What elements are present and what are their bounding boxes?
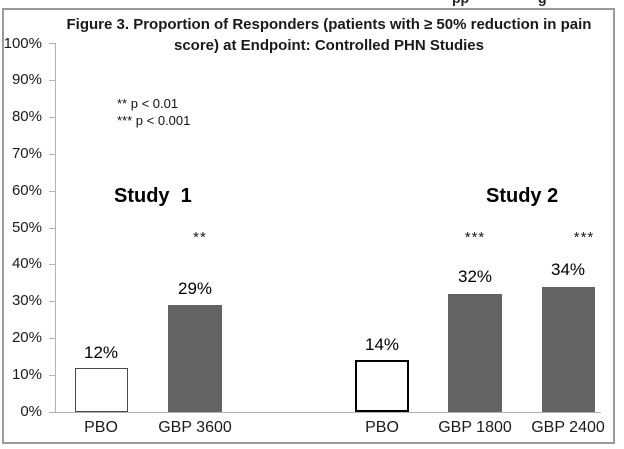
y-axis-tick: [49, 117, 55, 118]
bar-value-label: 29%: [177, 279, 213, 298]
y-tick-label: 60%: [11, 182, 42, 199]
y-tick-label: 0%: [20, 403, 42, 420]
y-tick-label: 80%: [11, 108, 42, 125]
p-value-legend: ** p < 0.01 *** p < 0.001: [117, 95, 190, 129]
y-tick-label: 70%: [11, 145, 42, 162]
y-axis-tick: [49, 338, 55, 339]
bar-value-label: 32%: [457, 267, 493, 286]
bar-value-label: 12%: [83, 343, 119, 362]
x-tick-label: GBP 3600: [158, 419, 232, 436]
y-tick-label: 30%: [11, 292, 42, 309]
y-axis-tick: [49, 412, 55, 413]
y-axis-tick: [49, 43, 55, 44]
p-value-legend-line: *** p < 0.001: [117, 113, 191, 128]
p-value-legend-line: ** p < 0.01: [117, 96, 179, 111]
bar-study2-gbp2400: [542, 287, 595, 412]
x-tick-label: GBP 1800: [438, 419, 512, 436]
y-tick-label: 40%: [11, 255, 42, 272]
y-axis-tick: [49, 301, 55, 302]
significance-mark: ***: [573, 229, 595, 246]
y-axis-tick: [49, 228, 55, 229]
significance-mark: ***: [464, 229, 486, 246]
bar-study1-pbo: [75, 368, 128, 412]
y-axis-tick: [49, 80, 55, 81]
y-tick-label: 20%: [11, 329, 42, 346]
clipped-header-text: g: [538, 0, 547, 6]
clipped-header-text: pp: [452, 0, 469, 6]
x-tick-label: PBO: [365, 419, 399, 436]
bar-value-label: 34%: [550, 260, 586, 279]
y-tick-label: 90%: [11, 71, 42, 88]
y-axis-tick: [49, 191, 55, 192]
y-axis-tick: [49, 154, 55, 155]
x-tick-label: PBO: [84, 419, 118, 436]
study-2-label: Study 2: [486, 185, 559, 207]
y-tick-label: 10%: [11, 366, 42, 383]
y-axis-tick: [49, 264, 55, 265]
x-axis-line: [55, 412, 601, 413]
y-tick-label: 100%: [3, 35, 42, 52]
y-tick-label: 50%: [11, 219, 42, 236]
chart-title: Figure 3. Proportion of Responders (pati…: [66, 16, 592, 54]
x-tick-label: GBP 2400: [531, 419, 605, 436]
bar-study1-gbp3600: [168, 305, 222, 412]
bar-study2-gbp1800: [448, 294, 502, 412]
y-axis-tick: [49, 375, 55, 376]
study-1-label: Study 1: [114, 185, 192, 207]
bar-study2-pbo: [355, 360, 409, 412]
significance-mark: **: [193, 229, 207, 246]
bar-value-label: 14%: [364, 335, 400, 354]
y-axis-line: [55, 43, 56, 412]
